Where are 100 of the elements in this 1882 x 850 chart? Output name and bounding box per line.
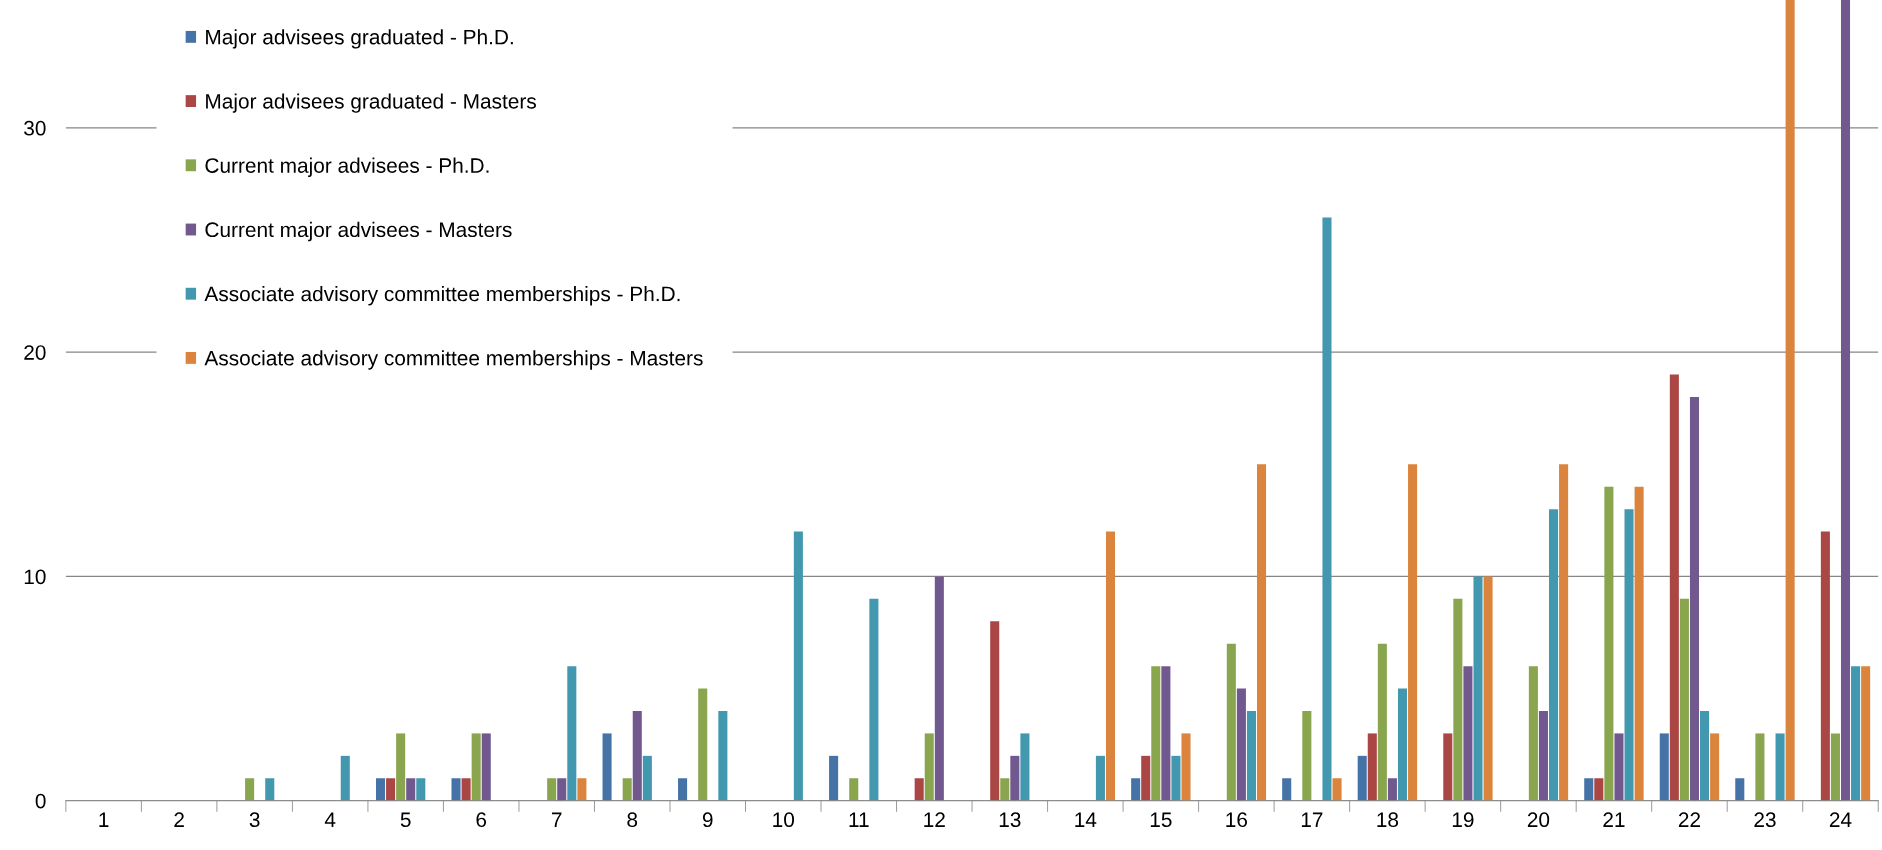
bar — [1357, 755, 1367, 801]
y-tick-label: 30 — [24, 120, 46, 136]
x-tick-label: 3 — [249, 812, 260, 828]
bar — [1161, 666, 1171, 801]
bar — [1820, 531, 1830, 801]
bar — [1851, 666, 1861, 801]
x-tick-label: 20 — [1527, 812, 1550, 828]
bar — [547, 778, 557, 801]
bar — [1171, 755, 1181, 801]
x-tick-label: 14 — [1075, 812, 1097, 827]
x-tick-label: 12 — [924, 812, 945, 827]
bar — [1548, 509, 1559, 801]
y-tick-label: 10 — [24, 569, 46, 585]
x-tick-label: 19 — [1452, 812, 1474, 828]
legend-label: Associate advisory committee memberships - Masters — [204, 350, 703, 370]
bar — [1397, 688, 1408, 801]
bar — [1473, 576, 1483, 801]
bar — [1322, 217, 1332, 801]
x-tick-label: 23 — [1754, 812, 1776, 828]
bar — [990, 621, 1000, 801]
bar — [829, 755, 839, 801]
bar — [396, 733, 406, 801]
bar — [1785, 0, 1795, 801]
bar — [1408, 464, 1418, 801]
x-tick-label: 11 — [849, 812, 869, 827]
bar — [375, 778, 386, 801]
bar — [577, 778, 587, 801]
bar — [1246, 710, 1256, 801]
bar — [1236, 688, 1246, 801]
bar — [1669, 374, 1679, 801]
bar — [1463, 666, 1473, 801]
bar — [1302, 710, 1312, 801]
bar — [678, 778, 688, 801]
bar — [1735, 778, 1745, 801]
bar — [1332, 778, 1342, 801]
bar — [632, 710, 642, 801]
bar — [557, 778, 567, 801]
bar — [1483, 576, 1493, 801]
bar — [718, 710, 728, 801]
bar — [461, 778, 471, 801]
bar — [567, 666, 577, 801]
legend-label: Current major advisees - Masters — [205, 221, 512, 242]
legend-label: Major advisees graduated - Ph.D. — [206, 29, 513, 49]
bar — [914, 778, 924, 801]
bar — [1257, 464, 1267, 801]
bar — [1131, 778, 1141, 801]
bar — [1775, 733, 1785, 801]
x-tick-label: 21 — [1603, 812, 1625, 827]
bar — [1584, 778, 1594, 801]
bar — [1614, 733, 1624, 801]
x-tick-label: 1 — [99, 812, 109, 827]
x-tick-label: 22 — [1678, 812, 1700, 827]
bar — [1755, 733, 1765, 801]
bar — [1528, 666, 1538, 801]
bar — [1443, 733, 1453, 801]
bar — [1861, 666, 1871, 801]
bar — [642, 755, 652, 801]
x-tick-label: 7 — [551, 812, 562, 827]
x-tick-label: 18 — [1377, 812, 1399, 828]
x-tick-label: 15 — [1150, 812, 1172, 828]
legend-label: Major advisees graduated - Masters — [206, 93, 536, 113]
x-tick-label: 9 — [702, 812, 713, 828]
bar — [1594, 778, 1604, 801]
bar — [1141, 755, 1151, 801]
bar — [869, 598, 879, 801]
bar — [481, 733, 491, 801]
bar — [1634, 486, 1644, 801]
x-tick-label: 6 — [476, 812, 487, 828]
bar — [1830, 733, 1840, 801]
x-tick-label: 13 — [999, 812, 1021, 828]
bar — [265, 778, 275, 801]
x-tick-label: 10 — [773, 812, 795, 828]
x-tick-label: 17 — [1301, 812, 1323, 827]
bar — [1679, 598, 1689, 801]
bar — [1559, 464, 1569, 801]
bar — [1840, 0, 1851, 801]
bar — [1538, 710, 1548, 801]
legend-label: Current major advisees - Ph.D. — [205, 157, 489, 178]
bar — [386, 778, 396, 801]
bar — [1181, 733, 1191, 801]
legend-label: Associate advisory committee memberships - Ph.D. — [204, 286, 680, 306]
bar — [1226, 643, 1236, 801]
bar — [1689, 396, 1700, 801]
bar — [1282, 778, 1292, 801]
x-tick-label: 8 — [627, 812, 638, 828]
bar — [924, 733, 934, 801]
bar — [1151, 666, 1161, 801]
bar — [622, 778, 632, 801]
bar — [793, 531, 803, 801]
bar — [406, 778, 416, 801]
x-tick-label: 2 — [174, 812, 184, 827]
bar — [1710, 733, 1720, 801]
bar — [1624, 509, 1634, 801]
bar — [245, 778, 255, 801]
bar — [451, 778, 461, 801]
y-tick-label: 20 — [24, 345, 46, 360]
bar — [849, 778, 859, 801]
bar — [340, 755, 350, 801]
bar — [1367, 733, 1377, 801]
x-tick-label: 4 — [324, 812, 336, 827]
